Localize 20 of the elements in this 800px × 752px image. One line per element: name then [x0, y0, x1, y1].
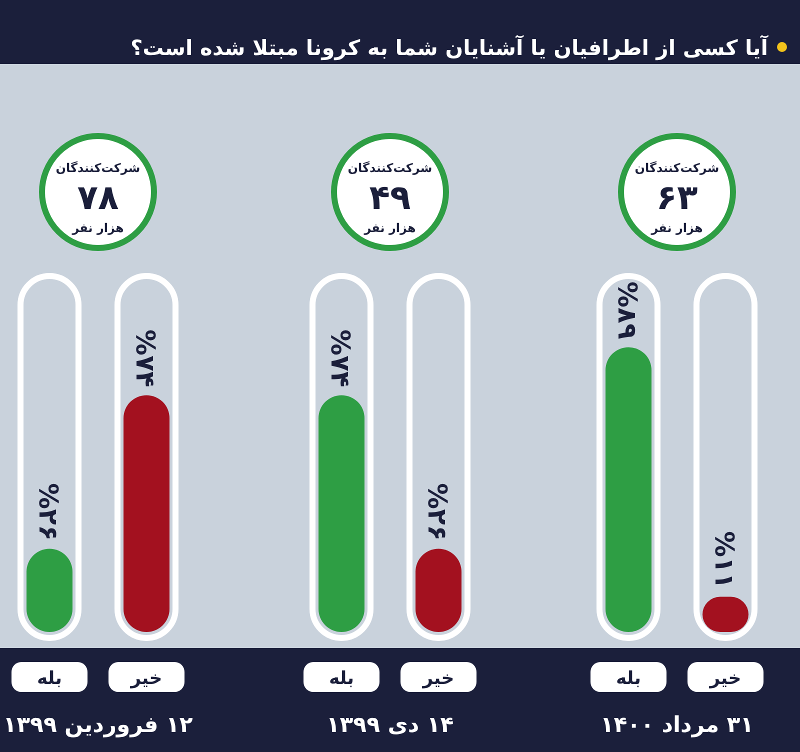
data-label: %۲۶ — [32, 483, 62, 541]
data-label: %۷۴ — [130, 329, 160, 388]
bar — [124, 395, 170, 632]
chart-title: آیا کسی از اطرافیان یا آشنایان شما به کرونا مبتلا شده است؟ — [130, 34, 769, 61]
x-tick-label: ۳۱ مرداد ۱۴۰۰ — [600, 713, 754, 738]
text: بله — [328, 668, 354, 689]
text: خیر — [710, 668, 742, 689]
series-label: خیر — [130, 668, 162, 689]
data-label: %۷۴ — [324, 329, 354, 388]
x-tick-label: ۱۲ فروردین ۱۳۹۹ — [3, 713, 194, 738]
x-tick-label: ۱۴ دی ۱۳۹۹ — [326, 713, 454, 738]
data-label: %۸۹ — [612, 281, 642, 340]
text: بله — [616, 668, 642, 689]
text: شرکت‌کنندگان ۷۸ هزار نفر — [56, 161, 140, 235]
text: شرکت‌کنندگان ۴۹ هزار نفر — [348, 161, 432, 235]
data-label: %۲۶ — [422, 483, 452, 541]
data-label: %۱۱ — [708, 531, 738, 589]
text: خیر — [422, 668, 454, 689]
text: شرکت‌کنندگان ۶۳ هزار نفر — [634, 161, 720, 235]
series-label: بله — [36, 668, 62, 689]
